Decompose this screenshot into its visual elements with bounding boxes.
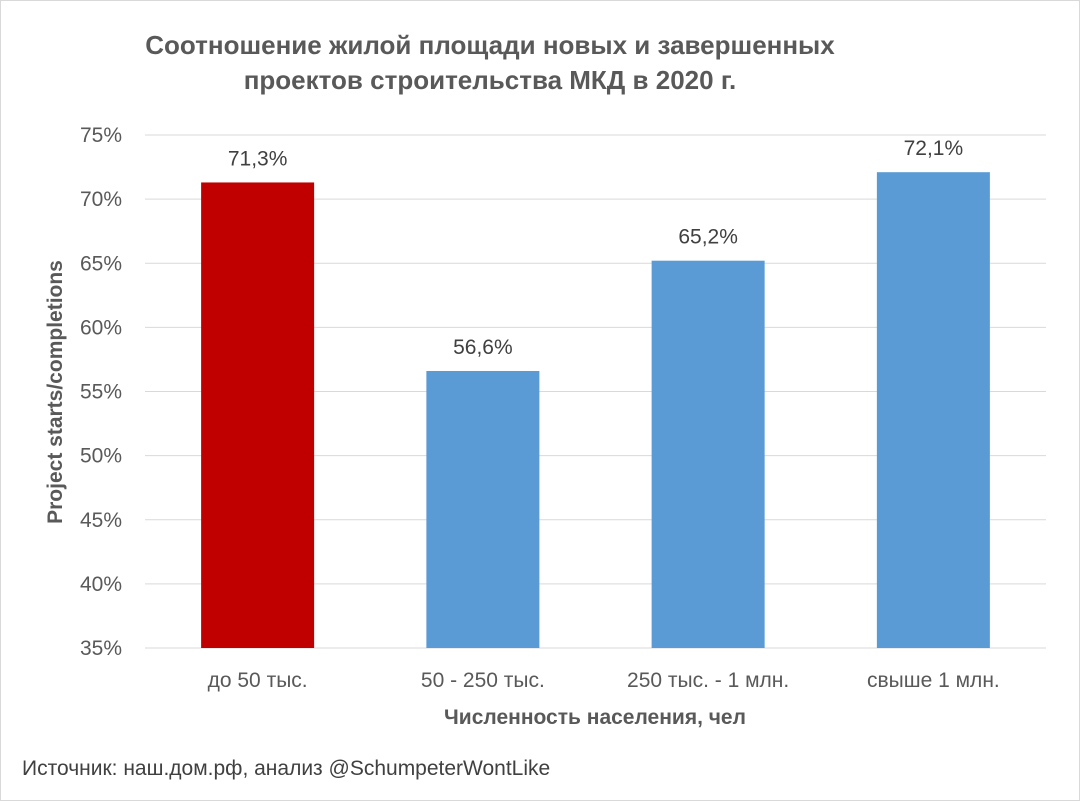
x-tick-labels: до 50 тыс. 50 - 250 тыс. 250 тыс. - 1 млн.… bbox=[208, 669, 1000, 692]
y-tick-label: 60% bbox=[80, 316, 122, 339]
y-tick-label: 35% bbox=[80, 637, 122, 660]
source-note: Источник: наш.дом.рф, анализ @Schumpeter… bbox=[22, 757, 551, 780]
bar bbox=[426, 370, 540, 648]
y-tick-labels: 75% 70% 65% 60% 55% 50% 45% 40% 35% bbox=[80, 124, 122, 660]
bars bbox=[201, 172, 990, 648]
data-label: 72,1% bbox=[904, 137, 964, 160]
bar bbox=[876, 172, 990, 648]
x-tick-label: до 50 тыс. bbox=[208, 669, 308, 692]
y-tick-label: 65% bbox=[80, 252, 122, 275]
chart-title: Соотношение жилой площади новых и заверш… bbox=[100, 28, 880, 98]
y-tick-label: 70% bbox=[80, 188, 122, 211]
y-tick-label: 40% bbox=[80, 573, 122, 596]
y-tick-label: 75% bbox=[80, 124, 122, 147]
y-tick-label: 50% bbox=[80, 445, 122, 468]
chart-title-line-2: проектов строительства МКД в 2020 г. bbox=[243, 65, 737, 95]
data-label: 71,3% bbox=[228, 147, 288, 170]
data-label: 56,6% bbox=[453, 336, 513, 359]
data-labels: 71,3% 56,6% 65,2% 72,1% bbox=[228, 137, 963, 359]
chart-title-line-1: Соотношение жилой площади новых и заверш… bbox=[145, 30, 835, 60]
x-tick-label: свыше 1 млн. bbox=[867, 669, 1000, 692]
x-axis-label: Численность населения, чел bbox=[444, 706, 746, 729]
bar bbox=[201, 182, 315, 648]
y-tick-label: 55% bbox=[80, 381, 122, 404]
data-label: 65,2% bbox=[678, 226, 738, 249]
bar bbox=[651, 260, 765, 648]
x-tick-label: 50 - 250 тыс. bbox=[421, 669, 545, 692]
y-axis-label: Project starts/completions bbox=[44, 260, 67, 524]
y-tick-label: 45% bbox=[80, 509, 122, 532]
x-tick-label: 250 тыс. - 1 млн. bbox=[627, 669, 789, 692]
